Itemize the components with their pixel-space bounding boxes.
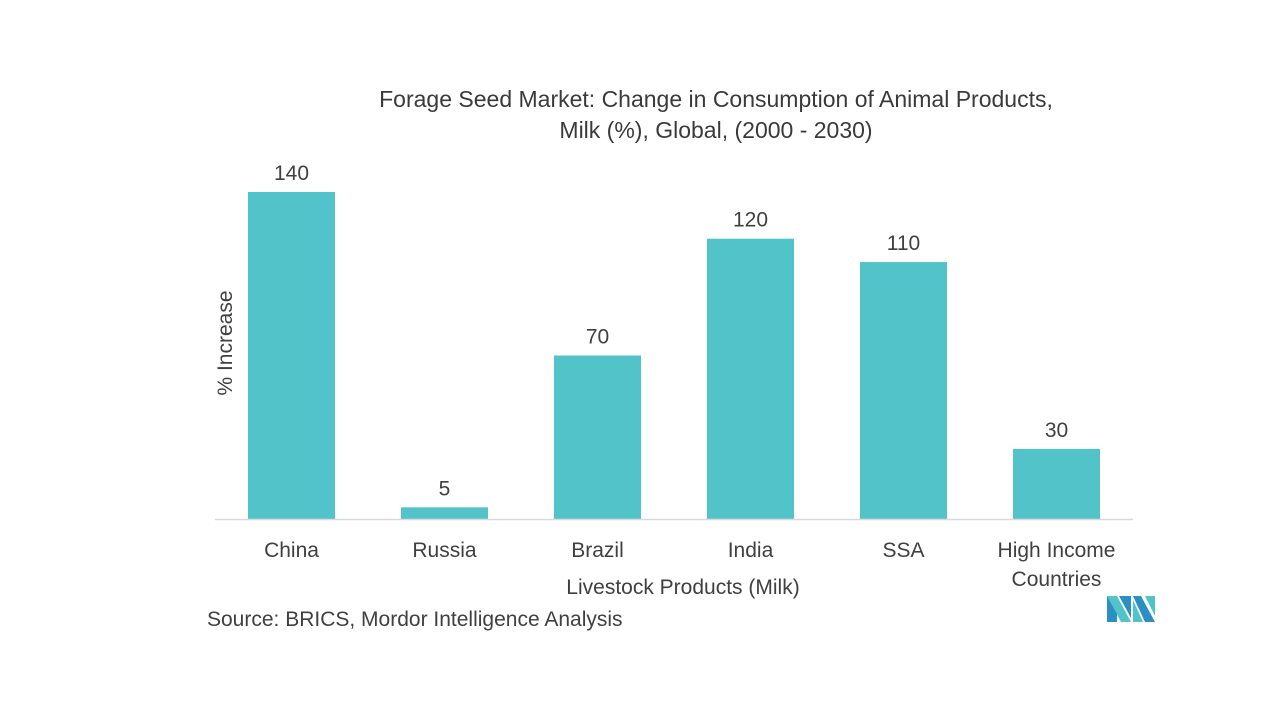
data-label: 5: [439, 477, 451, 500]
logo-shape-6: [1145, 596, 1155, 616]
bar-russia: [401, 507, 488, 519]
x-tick-label: SSA: [882, 539, 924, 562]
x-tick-label: Brazil: [571, 539, 624, 562]
data-label: 70: [586, 326, 609, 349]
data-label: 140: [274, 162, 309, 185]
bar-high-income-countries: [1013, 448, 1100, 519]
bar-brazil: [554, 355, 641, 519]
chart-title: Forage Seed Market: Change in Consumptio…: [0, 84, 1280, 146]
chart-title-line-2: Milk (%), Global, (2000 - 2030): [559, 117, 873, 143]
data-label: 120: [733, 209, 768, 232]
logo-shape-3: [1119, 596, 1131, 618]
data-label: 30: [1045, 419, 1068, 442]
data-label: 110: [887, 232, 920, 255]
bar-ssa: [860, 262, 947, 519]
logo-shape-5: [1133, 600, 1143, 622]
x-tick-label: China: [264, 539, 319, 562]
x-tick-label: Countries: [1012, 568, 1102, 591]
bar-india: [707, 238, 794, 519]
logo-shape-2: [1107, 596, 1117, 622]
bar-china: [248, 192, 335, 519]
logo-shape-4: [1133, 596, 1155, 622]
y-axis-title: % Increase: [214, 290, 237, 395]
x-tick-label: India: [728, 539, 774, 562]
x-tick-label: Russia: [412, 539, 477, 562]
logo-shape-1: [1107, 596, 1131, 622]
x-tick-label: High Income: [998, 539, 1116, 562]
mordor-intelligence-logo: [1107, 596, 1155, 622]
chart-title-line-1: Forage Seed Market: Change in Consumptio…: [379, 86, 1053, 112]
source-note: Source: BRICS, Mordor Intelligence Analy…: [207, 608, 623, 631]
x-axis-title: Livestock Products (Milk): [566, 576, 799, 599]
